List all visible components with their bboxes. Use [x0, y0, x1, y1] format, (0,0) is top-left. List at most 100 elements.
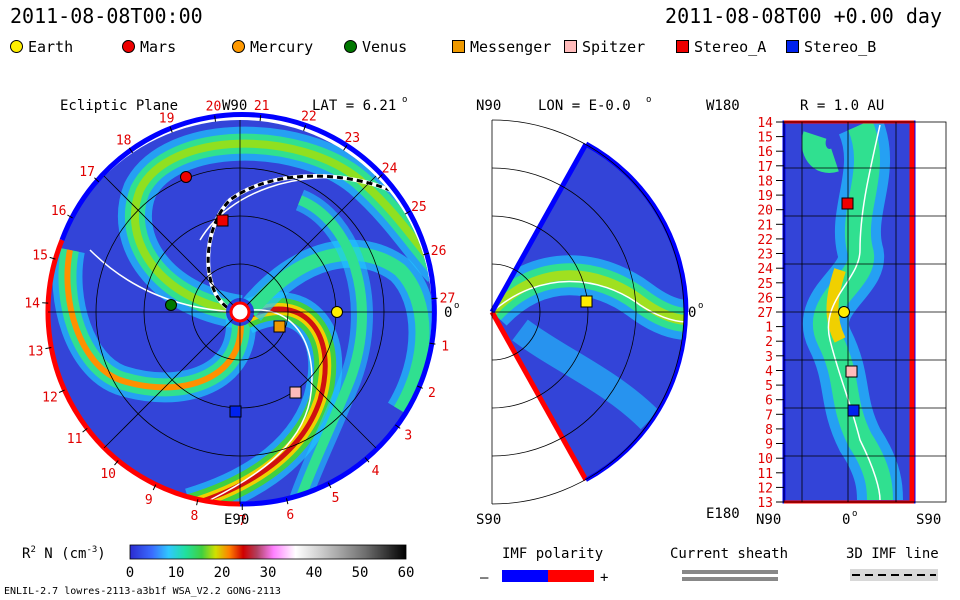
carrington-tick: [82, 428, 88, 433]
carrington-tick: [423, 252, 430, 256]
legend-label: Mars: [140, 38, 177, 56]
colorbar-tick-label: 50: [352, 565, 369, 581]
radial-row-label: 8: [765, 423, 773, 438]
radial-row-labels: 1415161718192021222324252627123456789101…: [757, 116, 784, 511]
ecliptic-bottom-label: E90: [224, 512, 249, 528]
carrington-label: 2: [428, 386, 436, 401]
ecliptic-right-label: 0: [444, 305, 452, 321]
radial-row-label: 27: [757, 306, 773, 321]
carrington-tick: [259, 115, 262, 122]
radial-tick-0: 0: [842, 512, 850, 528]
radial-row-label: 15: [757, 131, 773, 146]
imf-title: IMF polarity: [502, 546, 603, 562]
meridional-earth-marker: [580, 295, 593, 308]
carrington-tick: [58, 389, 65, 393]
legend-item-stereo-a: Stereo_A: [676, 38, 766, 56]
carrington-label: 12: [42, 391, 58, 406]
radial-plot: [782, 120, 947, 504]
carrington-label: 1: [441, 340, 449, 355]
carrington-tick: [94, 177, 100, 183]
spiral-arm-5: [289, 189, 373, 504]
square-marker-icon: [452, 40, 465, 53]
legend-label: Spitzer: [582, 38, 646, 56]
meridional-right-deg: o: [698, 301, 703, 311]
density-colorbar: R2 N (cm-3) 0 10 20 30 40 50 60: [22, 544, 414, 581]
legend-label: Mercury: [250, 38, 314, 56]
radial-stereo-a-marker: [841, 197, 854, 210]
carrington-tick: [45, 347, 52, 350]
meridional-plot: [489, 119, 689, 505]
spiral-arm-3: [184, 292, 343, 504]
stereo-b-marker: [229, 405, 242, 418]
carrington-label: 13: [28, 345, 44, 360]
radial-row-label: 16: [757, 145, 773, 160]
radial-row-label: 25: [757, 277, 773, 292]
carrington-label: 9: [145, 493, 153, 508]
radial-spitzer-marker: [845, 365, 858, 378]
carrington-label: 17: [79, 165, 95, 180]
ecliptic-title: Ecliptic Plane: [60, 98, 178, 114]
radial-earth-marker: [838, 306, 850, 318]
circle-marker-icon: [344, 40, 357, 53]
stereo-a-marker: [216, 214, 229, 227]
legend-label: Earth: [28, 38, 74, 56]
legend-item-mars: Mars: [122, 38, 176, 56]
colorbar-tick-label: 20: [214, 565, 231, 581]
radial-tick-n90: N90: [756, 512, 781, 528]
square-marker-icon: [564, 40, 577, 53]
circle-marker-icon: [10, 40, 23, 53]
legend-label: Stereo_B: [804, 38, 877, 56]
carrington-tick: [343, 145, 348, 151]
carrington-label: 23: [344, 131, 360, 146]
colorbar-tick-label: 10: [168, 565, 185, 581]
carrington-label: 7: [238, 514, 246, 529]
radial-row-label: 3: [765, 350, 773, 365]
carrington-tick: [395, 424, 401, 429]
legend-item-stereo-b: Stereo_B: [786, 38, 876, 56]
radial-row-label: 18: [757, 175, 773, 190]
radial-row-label: 19: [757, 189, 773, 204]
carrington-label: 19: [159, 111, 175, 126]
carrington-tick: [404, 210, 411, 215]
meridional-right-label: 0: [688, 305, 696, 321]
carrington-tick: [152, 484, 157, 491]
footer-left: ENLIL-2.7 lowres-2113-a3b1f WSA_V2.2 GON…: [4, 586, 281, 597]
meridional-lon: LON = E-0.0: [538, 98, 631, 114]
radial-row-label: 10: [757, 452, 773, 467]
radial-row-label: 12: [757, 481, 773, 496]
imf-plus: +: [600, 570, 608, 586]
radial-row-label: 1: [765, 321, 773, 336]
radial-row-label: 13: [757, 496, 773, 511]
radial-e180: E180: [706, 506, 740, 522]
carrington-label: 4: [372, 464, 380, 479]
carrington-label: 22: [301, 110, 317, 125]
spiral-arm-1: [118, 126, 432, 329]
header-left-time: 2011-08-08T00:00: [10, 4, 203, 28]
carrington-tick: [285, 498, 289, 505]
carrington-tick: [67, 214, 73, 219]
carrington-label: 6: [286, 508, 294, 523]
legend-item-messenger: Messenger: [452, 38, 551, 56]
spitzer-marker: [289, 386, 302, 399]
radial-row-label: 6: [765, 394, 773, 409]
meridional-lon-deg: o: [646, 95, 651, 105]
legend-item-earth: Earth: [10, 38, 73, 56]
radial-row-label: 5: [765, 379, 773, 394]
sun-marker: [229, 301, 251, 323]
carrington-tick: [377, 174, 383, 179]
carrington-tick: [364, 457, 370, 463]
imf-polarity-legend: IMF polarity – +: [480, 546, 608, 586]
carrington-label: 16: [51, 204, 67, 219]
current-sheath-legend: Current sheath: [670, 546, 788, 581]
colorbar-tick-label: 40: [306, 565, 323, 581]
carrington-label: 21: [254, 99, 270, 114]
radial-row-label: 4: [765, 365, 773, 380]
colorbar-tick-label: 30: [260, 565, 277, 581]
carrington-label: 11: [67, 432, 83, 447]
imf3d-legend: 3D IMF line: [846, 546, 939, 581]
spiral-arm-4: [239, 239, 432, 418]
legend-label: Messenger: [470, 38, 552, 56]
ecliptic-polarity-rim: [45, 112, 437, 507]
